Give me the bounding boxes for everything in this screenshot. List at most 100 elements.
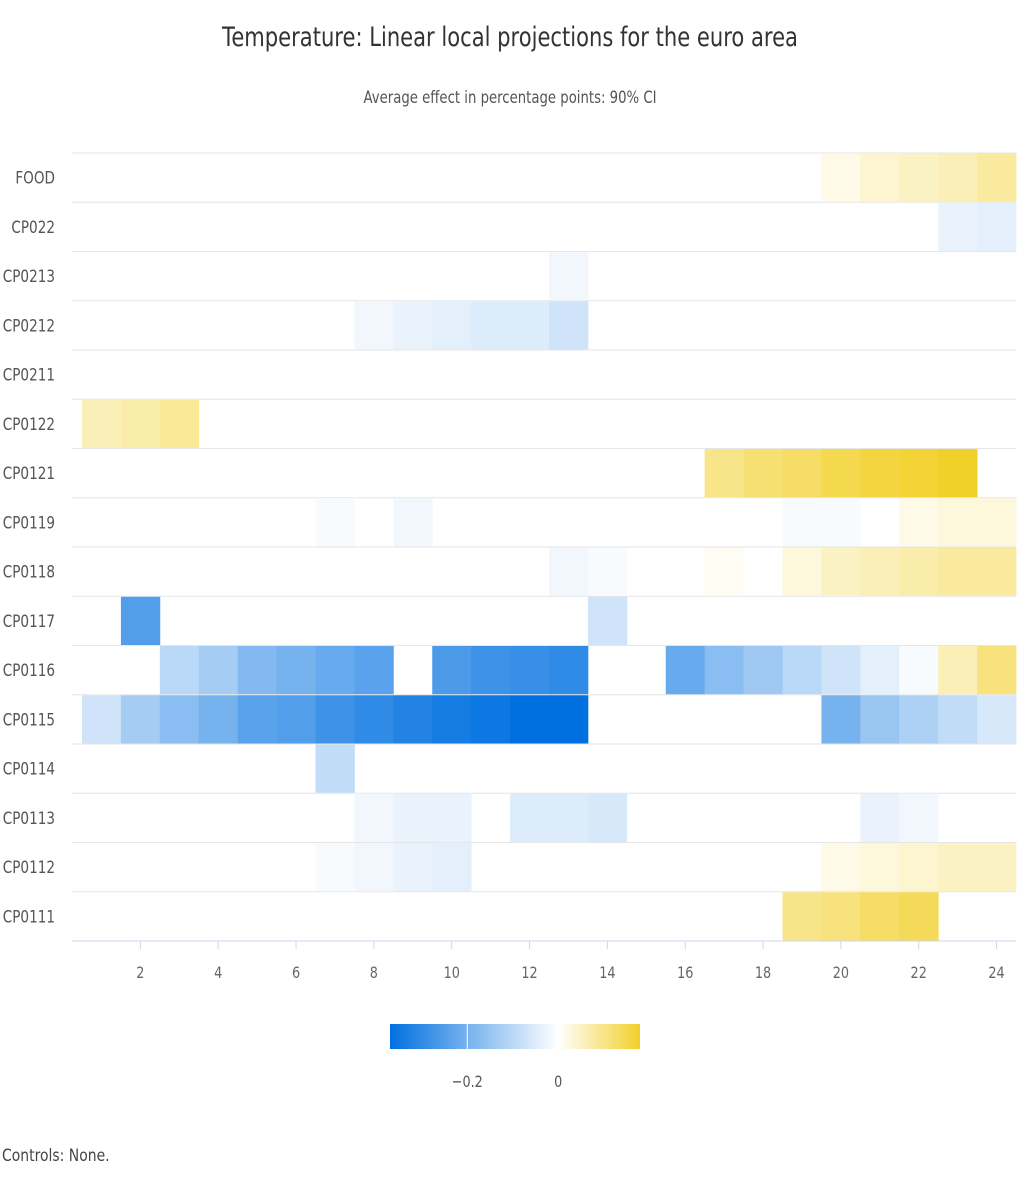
heatmap-cell (977, 695, 1017, 744)
heatmap-cell (860, 153, 900, 202)
heatmap-cell (860, 547, 900, 596)
heatmap-cell (821, 695, 861, 744)
heatmap-cell (587, 547, 628, 596)
heatmap-cell (977, 153, 1017, 202)
heatmap-cell (510, 793, 550, 842)
chart-subtitle: Average effect in percentage points: 90%… (363, 88, 657, 108)
heatmap-cell (938, 153, 978, 202)
heatmap-cell (821, 892, 861, 941)
heatmap-cell (237, 646, 277, 695)
heatmap-cell (704, 449, 744, 498)
x-tick-label: 20 (833, 965, 849, 983)
heatmap-cell (899, 498, 939, 547)
y-tick-label: CP0211 (3, 365, 55, 385)
heatmap-cell (938, 547, 978, 596)
y-tick-label: CP0113 (3, 808, 55, 828)
heatmap-cell (977, 498, 1017, 547)
chart-title: Temperature: Linear local projections fo… (222, 22, 798, 53)
heatmap-cell (782, 646, 822, 695)
heatmap-cell (432, 695, 472, 744)
x-tick-label: 4 (214, 965, 222, 983)
heatmap-cell (198, 695, 239, 744)
heatmap-cell (821, 498, 861, 547)
heatmap-cell (782, 449, 822, 498)
heatmap-cell (276, 646, 316, 695)
y-tick-label: CP0213 (3, 267, 55, 287)
heatmap-cell (938, 449, 978, 498)
x-tick-label: 16 (677, 965, 693, 983)
heatmap-cell (899, 547, 939, 596)
heatmap-cell (432, 301, 472, 350)
heatmap-cell (821, 843, 861, 892)
heatmap-cell (315, 695, 355, 744)
heatmap-cell (432, 646, 472, 695)
heatmap-cell (821, 547, 861, 596)
heatmap-cell (549, 793, 589, 842)
heatmap-cell (860, 449, 900, 498)
heatmap-cell (938, 498, 978, 547)
heatmap-cells (72, 152, 1017, 942)
heatmap-cell (860, 892, 900, 941)
heatmap-cell (354, 301, 394, 350)
heatmap-cell (977, 202, 1017, 251)
heatmap-cell (587, 793, 628, 842)
heatmap-cell (899, 695, 939, 744)
x-tick-label: 12 (521, 965, 537, 983)
heatmap-cell (120, 695, 161, 744)
x-tick-label: 14 (599, 965, 615, 983)
x-axis: 2 4 6 8 10 12 14 16 18 20 22 24 (136, 941, 1005, 983)
heatmap-cell (510, 646, 550, 695)
y-tick-label: CP0122 (3, 414, 55, 434)
heatmap-cell (938, 646, 978, 695)
y-tick-label: CP0121 (3, 464, 55, 484)
heatmap-cell (354, 695, 394, 744)
heatmap-cell (354, 793, 394, 842)
heatmap-cell (393, 498, 433, 547)
heatmap-cell (432, 843, 472, 892)
heatmap-cell (315, 843, 355, 892)
heatmap-cell (198, 646, 239, 695)
heatmap-cell (782, 498, 822, 547)
legend-tick-label: −0.2 (452, 1074, 483, 1092)
y-tick-label: FOOD (15, 168, 55, 188)
heatmap-cell (471, 695, 511, 744)
heatmap-cell (315, 646, 355, 695)
x-tick-label: 22 (911, 965, 927, 983)
heatmap-cell (704, 646, 744, 695)
heatmap-cell (120, 596, 161, 645)
y-tick-label: CP022 (11, 217, 55, 237)
heatmap-cell (276, 695, 316, 744)
footer-note: Controls: None. (2, 1146, 110, 1166)
y-tick-label: CP0115 (3, 710, 55, 730)
heatmap-cell (393, 843, 433, 892)
heatmap-cell (899, 646, 939, 695)
heatmap-cell (938, 202, 978, 251)
x-tick-label: 10 (444, 965, 460, 983)
y-tick-label: CP0119 (3, 513, 55, 533)
heatmap-cell (899, 449, 939, 498)
heatmap-cell (159, 399, 200, 448)
heatmap-cell (704, 547, 744, 596)
heatmap-cell (782, 892, 822, 941)
heatmap-chart: FOOD CP022 CP0213 CP0212 CP0211 CP0122 CP0121 C… (3, 152, 1017, 1092)
heatmap-cell (860, 695, 900, 744)
heatmap-cell (315, 744, 355, 793)
legend-color-bar (390, 1024, 640, 1049)
heatmap-cell (549, 252, 589, 301)
heatmap-cell (821, 646, 861, 695)
x-tick-label: 8 (370, 965, 378, 983)
heatmap-cell (899, 843, 939, 892)
heatmap-cell (782, 547, 822, 596)
heatmap-cell (743, 646, 783, 695)
heatmap-cell (665, 646, 706, 695)
heatmap-cell (82, 695, 122, 744)
heatmap-cell (471, 301, 511, 350)
heatmap-cell (743, 449, 783, 498)
heatmap-cell (393, 695, 433, 744)
heatmap-cell (471, 646, 511, 695)
heatmap-cell (549, 646, 589, 695)
heatmap-cell (315, 498, 355, 547)
x-tick-label: 6 (292, 965, 300, 983)
y-tick-label: CP0111 (3, 907, 55, 927)
heatmap-cell (860, 793, 900, 842)
